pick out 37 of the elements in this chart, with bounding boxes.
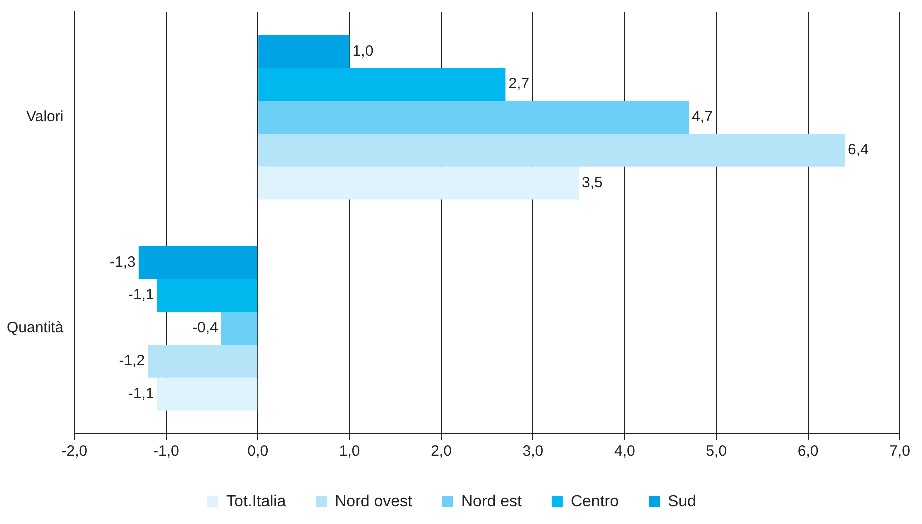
y-tick-label: Valori [26,108,64,126]
x-tick-label: 4,0 [614,443,636,460]
x-tick-label: -1,0 [153,443,180,460]
bar [258,35,350,68]
x-tick-label: 0,0 [248,443,269,460]
x-tick-label: 5,0 [706,443,728,460]
bar [138,246,258,280]
x-tick-label: 3,0 [522,443,544,460]
y-tick-label: Quantità [6,320,64,337]
data-label: 3,5 [582,174,603,192]
legend-label: Centro [570,493,620,510]
bar [148,344,258,378]
bar [258,134,845,167]
x-tick-label: 1,0 [339,443,360,460]
legend-label: Nord ovest [335,493,414,510]
legend-label: Nord est [461,493,523,510]
data-label: -1,2 [119,352,146,370]
data-label: 4,7 [692,108,713,126]
data-label: -1,3 [110,254,136,271]
bar [157,378,258,411]
x-tick-label: 7,0 [890,443,910,460]
x-tick-label: 2,0 [431,443,452,460]
data-label: 2,7 [508,76,530,93]
data-label: 6,4 [848,142,869,159]
legend-label: Tot.Italia [226,493,286,510]
data-label: -0,4 [192,320,218,337]
bar [258,166,580,200]
x-tick-label: -2,0 [62,443,88,460]
data-label: -1,1 [128,385,154,402]
x-tick-label: 6,0 [798,443,819,460]
data-label: -1,1 [128,286,154,304]
bar [157,279,258,312]
legend-label: Sud [668,493,696,510]
bar [221,312,258,345]
bar [258,68,506,102]
bar [258,101,690,134]
data-label: 1,0 [352,42,374,60]
